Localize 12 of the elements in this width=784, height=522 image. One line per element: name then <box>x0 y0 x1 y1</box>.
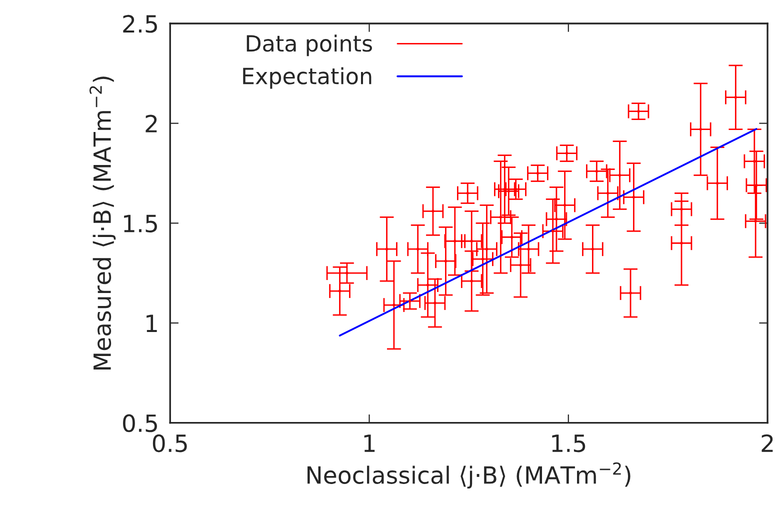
y-tick-label: 2.5 <box>123 14 157 33</box>
y-tick-label: 1.5 <box>124 214 157 232</box>
x-tick-label: 1 <box>364 434 375 452</box>
y-tick-label: 1 <box>146 314 157 332</box>
y-axis-title: Measured ⟨j·B⟩ (MATm$^{−2}$) <box>89 76 116 370</box>
x-tick-label: 2 <box>762 434 773 452</box>
y-tick-label: 0.5 <box>123 414 157 432</box>
x-tick-label: 1.5 <box>552 434 586 452</box>
y-tick-label: 2 <box>146 114 157 132</box>
legend-label: Data points <box>246 34 372 56</box>
legend-label: Expectation <box>243 67 372 89</box>
x-axis-title: Neoclassical ⟨j·B⟩ (MATm$^{−2}$) <box>308 462 630 489</box>
